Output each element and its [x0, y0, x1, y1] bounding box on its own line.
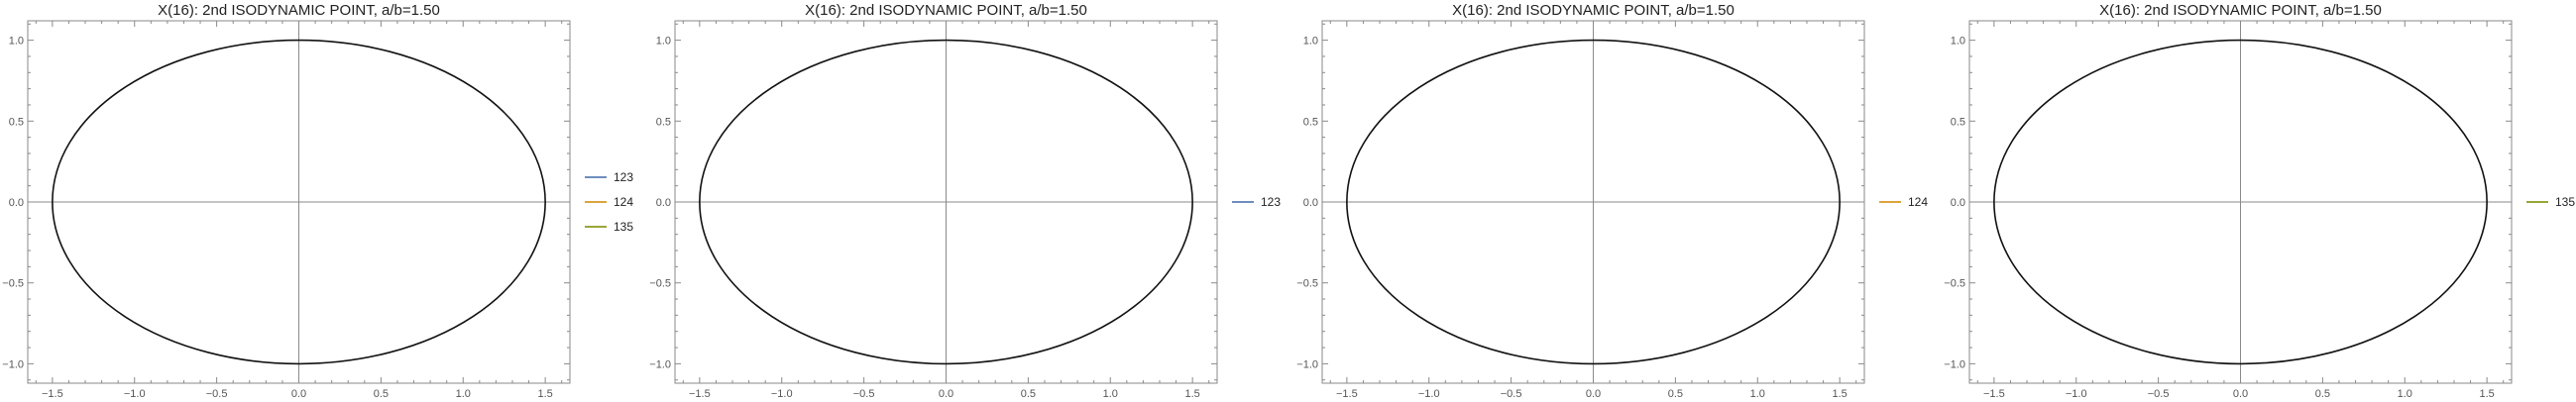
chart-title: X(16): 2nd ISODYNAMIC POINT, a/b=1.50: [2099, 2, 2382, 19]
y-tick-label: 0.5: [9, 116, 24, 128]
y-tick-label: −0.5: [1944, 278, 1965, 290]
y-tick-label: 1.0: [1303, 36, 1318, 48]
chart-panel-1: X(16): 2nd ISODYNAMIC POINT, a/b=1.50 −1.…: [2, 2, 633, 400]
y-tick-label: −0.5: [649, 278, 671, 290]
x-tick-label: 1.0: [1750, 388, 1765, 400]
y-tick-label: −1.0: [1944, 358, 1965, 370]
x-tick-label: 0.0: [2233, 388, 2248, 400]
x-tick-label: −0.5: [2148, 388, 2170, 400]
y-tick-label: 0.5: [1303, 116, 1318, 128]
x-tick-label: 0.5: [1021, 388, 1036, 400]
y-tick-label: −1.0: [2, 358, 24, 370]
chart-panel-2: X(16): 2nd ISODYNAMIC POINT, a/b=1.50 −1.…: [649, 2, 1281, 400]
ellipse-curve: [699, 39, 1193, 365]
y-tick-label: 1.0: [1951, 36, 1965, 48]
y-tick-label: −1.0: [1296, 358, 1318, 370]
y-tick-label: −0.5: [2, 278, 24, 290]
chart-panel-3: X(16): 2nd ISODYNAMIC POINT, a/b=1.50 −1.…: [1296, 2, 1928, 400]
x-tick-label: 0.0: [939, 388, 953, 400]
x-tick-label: 1.0: [2398, 388, 2412, 400]
legend-label-123: 123: [1261, 195, 1281, 209]
chart-title: X(16): 2nd ISODYNAMIC POINT, a/b=1.50: [158, 2, 440, 19]
legend-label-124: 124: [1908, 195, 1928, 209]
x-tick-label: 0.5: [374, 388, 389, 400]
ellipse-curve: [52, 39, 546, 365]
y-tick-label: 0.5: [1951, 116, 1965, 128]
legend-label-123: 123: [614, 170, 633, 184]
chart-panel-4: X(16): 2nd ISODYNAMIC POINT, a/b=1.50 −1.…: [1944, 2, 2575, 400]
y-tick-label: 0.0: [1303, 197, 1318, 209]
ellipse-curve: [1346, 39, 1841, 365]
x-tick-label: 0.5: [1668, 388, 1683, 400]
y-tick-label: −1.0: [649, 358, 671, 370]
chart-title: X(16): 2nd ISODYNAMIC POINT, a/b=1.50: [805, 2, 1087, 19]
y-tick-label: 0.0: [9, 197, 24, 209]
x-tick-label: −0.5: [853, 388, 875, 400]
x-tick-label: −1.0: [2066, 388, 2087, 400]
x-tick-label: 1.5: [2479, 388, 2494, 400]
x-tick-label: −1.0: [1418, 388, 1440, 400]
x-tick-label: 1.5: [537, 388, 552, 400]
y-tick-label: 1.0: [9, 36, 24, 48]
ellipse-curve: [1993, 39, 2488, 365]
chart-title: X(16): 2nd ISODYNAMIC POINT, a/b=1.50: [1452, 2, 1735, 19]
x-tick-label: 0.5: [2315, 388, 2330, 400]
x-tick-label: 1.0: [1103, 388, 1118, 400]
x-tick-label: −0.5: [206, 388, 228, 400]
x-tick-label: −1.0: [124, 388, 146, 400]
legend-label-124: 124: [614, 195, 633, 209]
x-tick-label: −1.5: [1336, 388, 1358, 400]
x-tick-label: 1.0: [456, 388, 471, 400]
y-tick-label: 0.0: [1951, 197, 1965, 209]
x-tick-label: −0.5: [1501, 388, 1522, 400]
x-tick-label: −1.5: [1983, 388, 2005, 400]
y-tick-label: 1.0: [656, 36, 671, 48]
x-tick-label: −1.0: [771, 388, 793, 400]
y-tick-label: 0.0: [656, 197, 671, 209]
x-tick-label: −1.5: [42, 388, 63, 400]
x-tick-label: 0.0: [1586, 388, 1601, 400]
x-tick-label: −1.5: [689, 388, 711, 400]
y-tick-label: −0.5: [1296, 278, 1318, 290]
x-tick-label: 1.5: [1184, 388, 1199, 400]
x-tick-label: 0.0: [291, 388, 306, 400]
legend-label-135: 135: [614, 220, 633, 234]
legend-label-135: 135: [2555, 195, 2575, 209]
x-tick-label: 1.5: [1832, 388, 1847, 400]
y-tick-label: 0.5: [656, 116, 671, 128]
